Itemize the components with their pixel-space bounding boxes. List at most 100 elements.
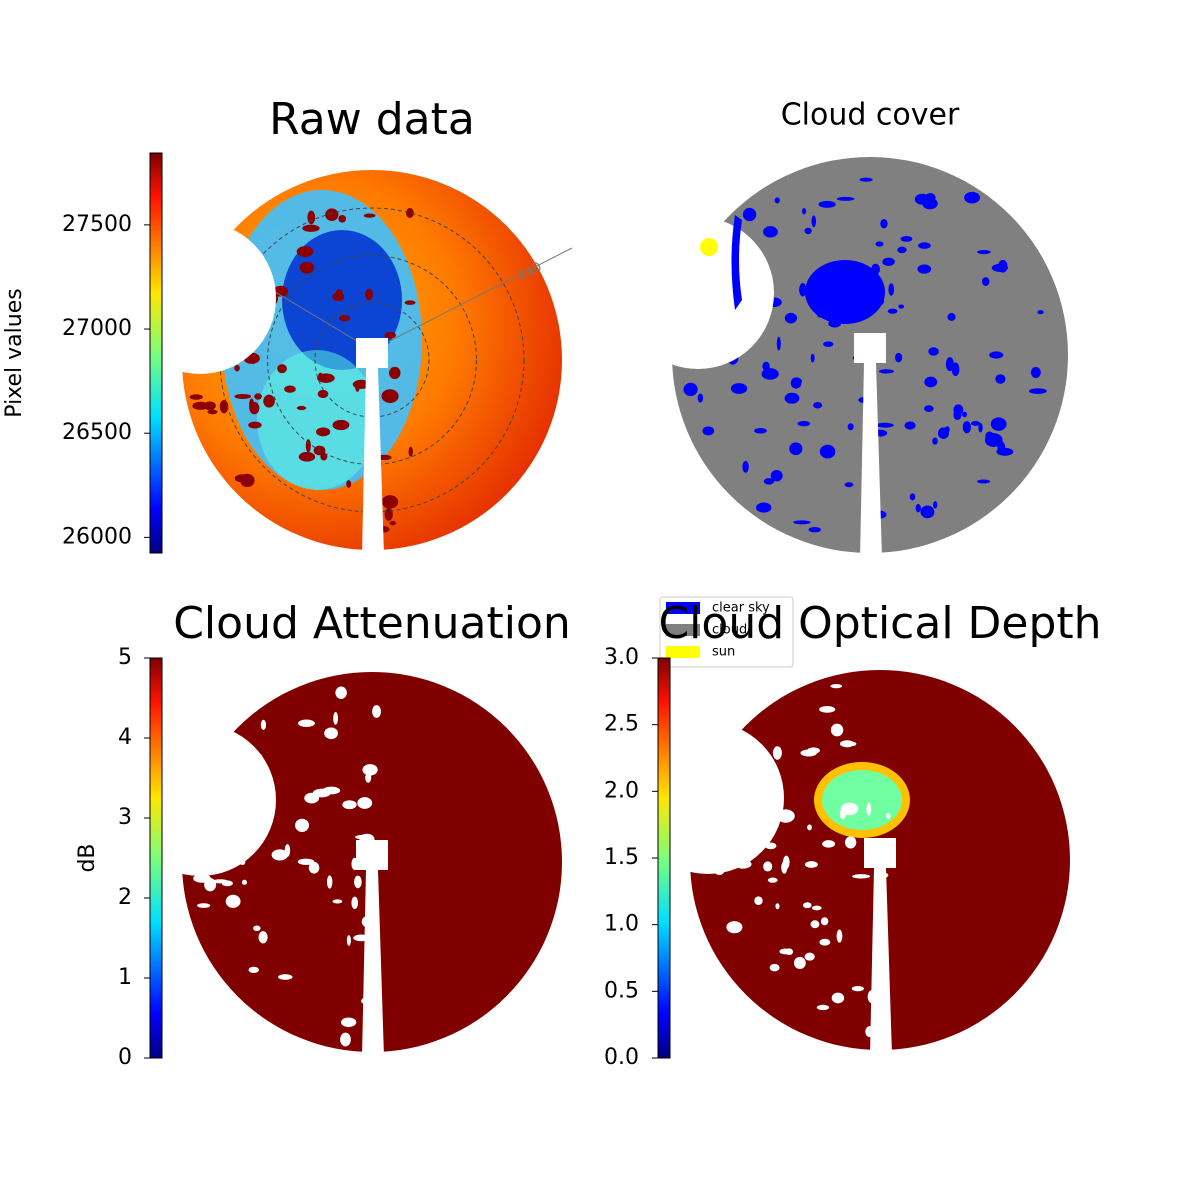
speckle [888,283,895,296]
speckle [947,313,956,321]
speckle [338,214,347,223]
speckle [335,288,343,299]
speckle [742,207,757,222]
speckle [836,196,855,201]
colorbar-tick-label: 0 [118,1045,132,1070]
speckle [248,421,262,429]
speckle [212,879,228,884]
speckle [263,394,275,408]
speckle [702,426,715,436]
colorbar-tick-label: 1.5 [604,845,639,870]
speckle [976,479,991,484]
speckle [355,380,360,392]
colorbar-tick-label: 1 [118,965,132,990]
speckle [819,444,836,459]
speckle [295,818,310,832]
speckle [871,263,881,275]
speckle [219,399,229,414]
colorbar-tick-label: 4 [118,725,132,750]
speckle [793,520,811,525]
colorbar-tick-label: 2.5 [604,712,639,737]
speckle [920,505,935,519]
speckle [813,401,823,409]
speckle [776,336,781,351]
speckle [830,723,844,737]
speckle [1037,310,1044,315]
speckle [998,259,1008,273]
speckle [774,197,780,204]
speckle [831,992,845,1004]
speckle [754,428,767,434]
speckle [784,312,797,324]
speckle [819,938,831,946]
speckle [799,283,807,297]
panel: clear sky cloud sun Cloud cover [622,98,1068,668]
masked-area [632,722,784,874]
speckle [271,849,288,861]
speckle [810,353,815,363]
masked-area [622,217,774,369]
speckle [346,935,351,946]
speckle [241,879,248,885]
speckle [1030,366,1041,379]
speckle [324,727,338,740]
speckle [316,427,331,437]
speckle [878,369,895,374]
speckle [730,383,748,394]
speckle [405,208,414,218]
speckle [995,374,1006,384]
speckle [904,421,916,430]
speckle [296,246,314,257]
speckle [254,393,262,400]
speckle [897,246,907,254]
speckle [807,824,812,831]
speckle [822,840,836,848]
speckle [844,836,857,849]
speckle [781,861,788,874]
colorbar [149,152,163,554]
speckle [793,956,806,969]
speckle [697,393,704,403]
speckle [404,300,416,305]
legend-label: clear sky [712,601,770,616]
speckle [802,902,812,909]
speckle [381,389,399,403]
masked-area [124,222,276,374]
speckle [928,347,939,356]
masked-area [124,724,276,876]
speckle [240,473,255,488]
speckle [820,917,829,926]
speckle [302,224,320,232]
colorbar-label: Pixel values [2,288,27,417]
speckle [818,200,836,208]
speckle [332,419,350,431]
speckle [389,366,401,380]
speckle [189,394,203,400]
speckle [225,894,241,908]
speckle [875,241,884,247]
speckle [804,861,818,868]
colorbar-tick-label: 0.0 [604,1045,639,1070]
speckle [882,257,895,266]
speckle [258,931,268,944]
speckle [408,446,413,457]
speckle [307,210,316,225]
speckle [924,405,934,412]
speckle [844,482,854,488]
panel-title: Cloud Attenuation [173,598,571,649]
speckle [308,861,320,874]
speckle [770,469,783,482]
speckle [234,364,240,372]
speckle [325,208,339,222]
colorbar [657,657,671,1059]
speckle [996,447,1014,456]
speckle [326,875,333,889]
speckle [924,376,938,388]
speckle [918,242,931,249]
speckle [297,858,315,865]
speckle [726,921,743,934]
panel-title: Cloud Optical Depth [658,598,1101,649]
speckle [837,300,852,306]
legend-swatch [666,602,700,614]
